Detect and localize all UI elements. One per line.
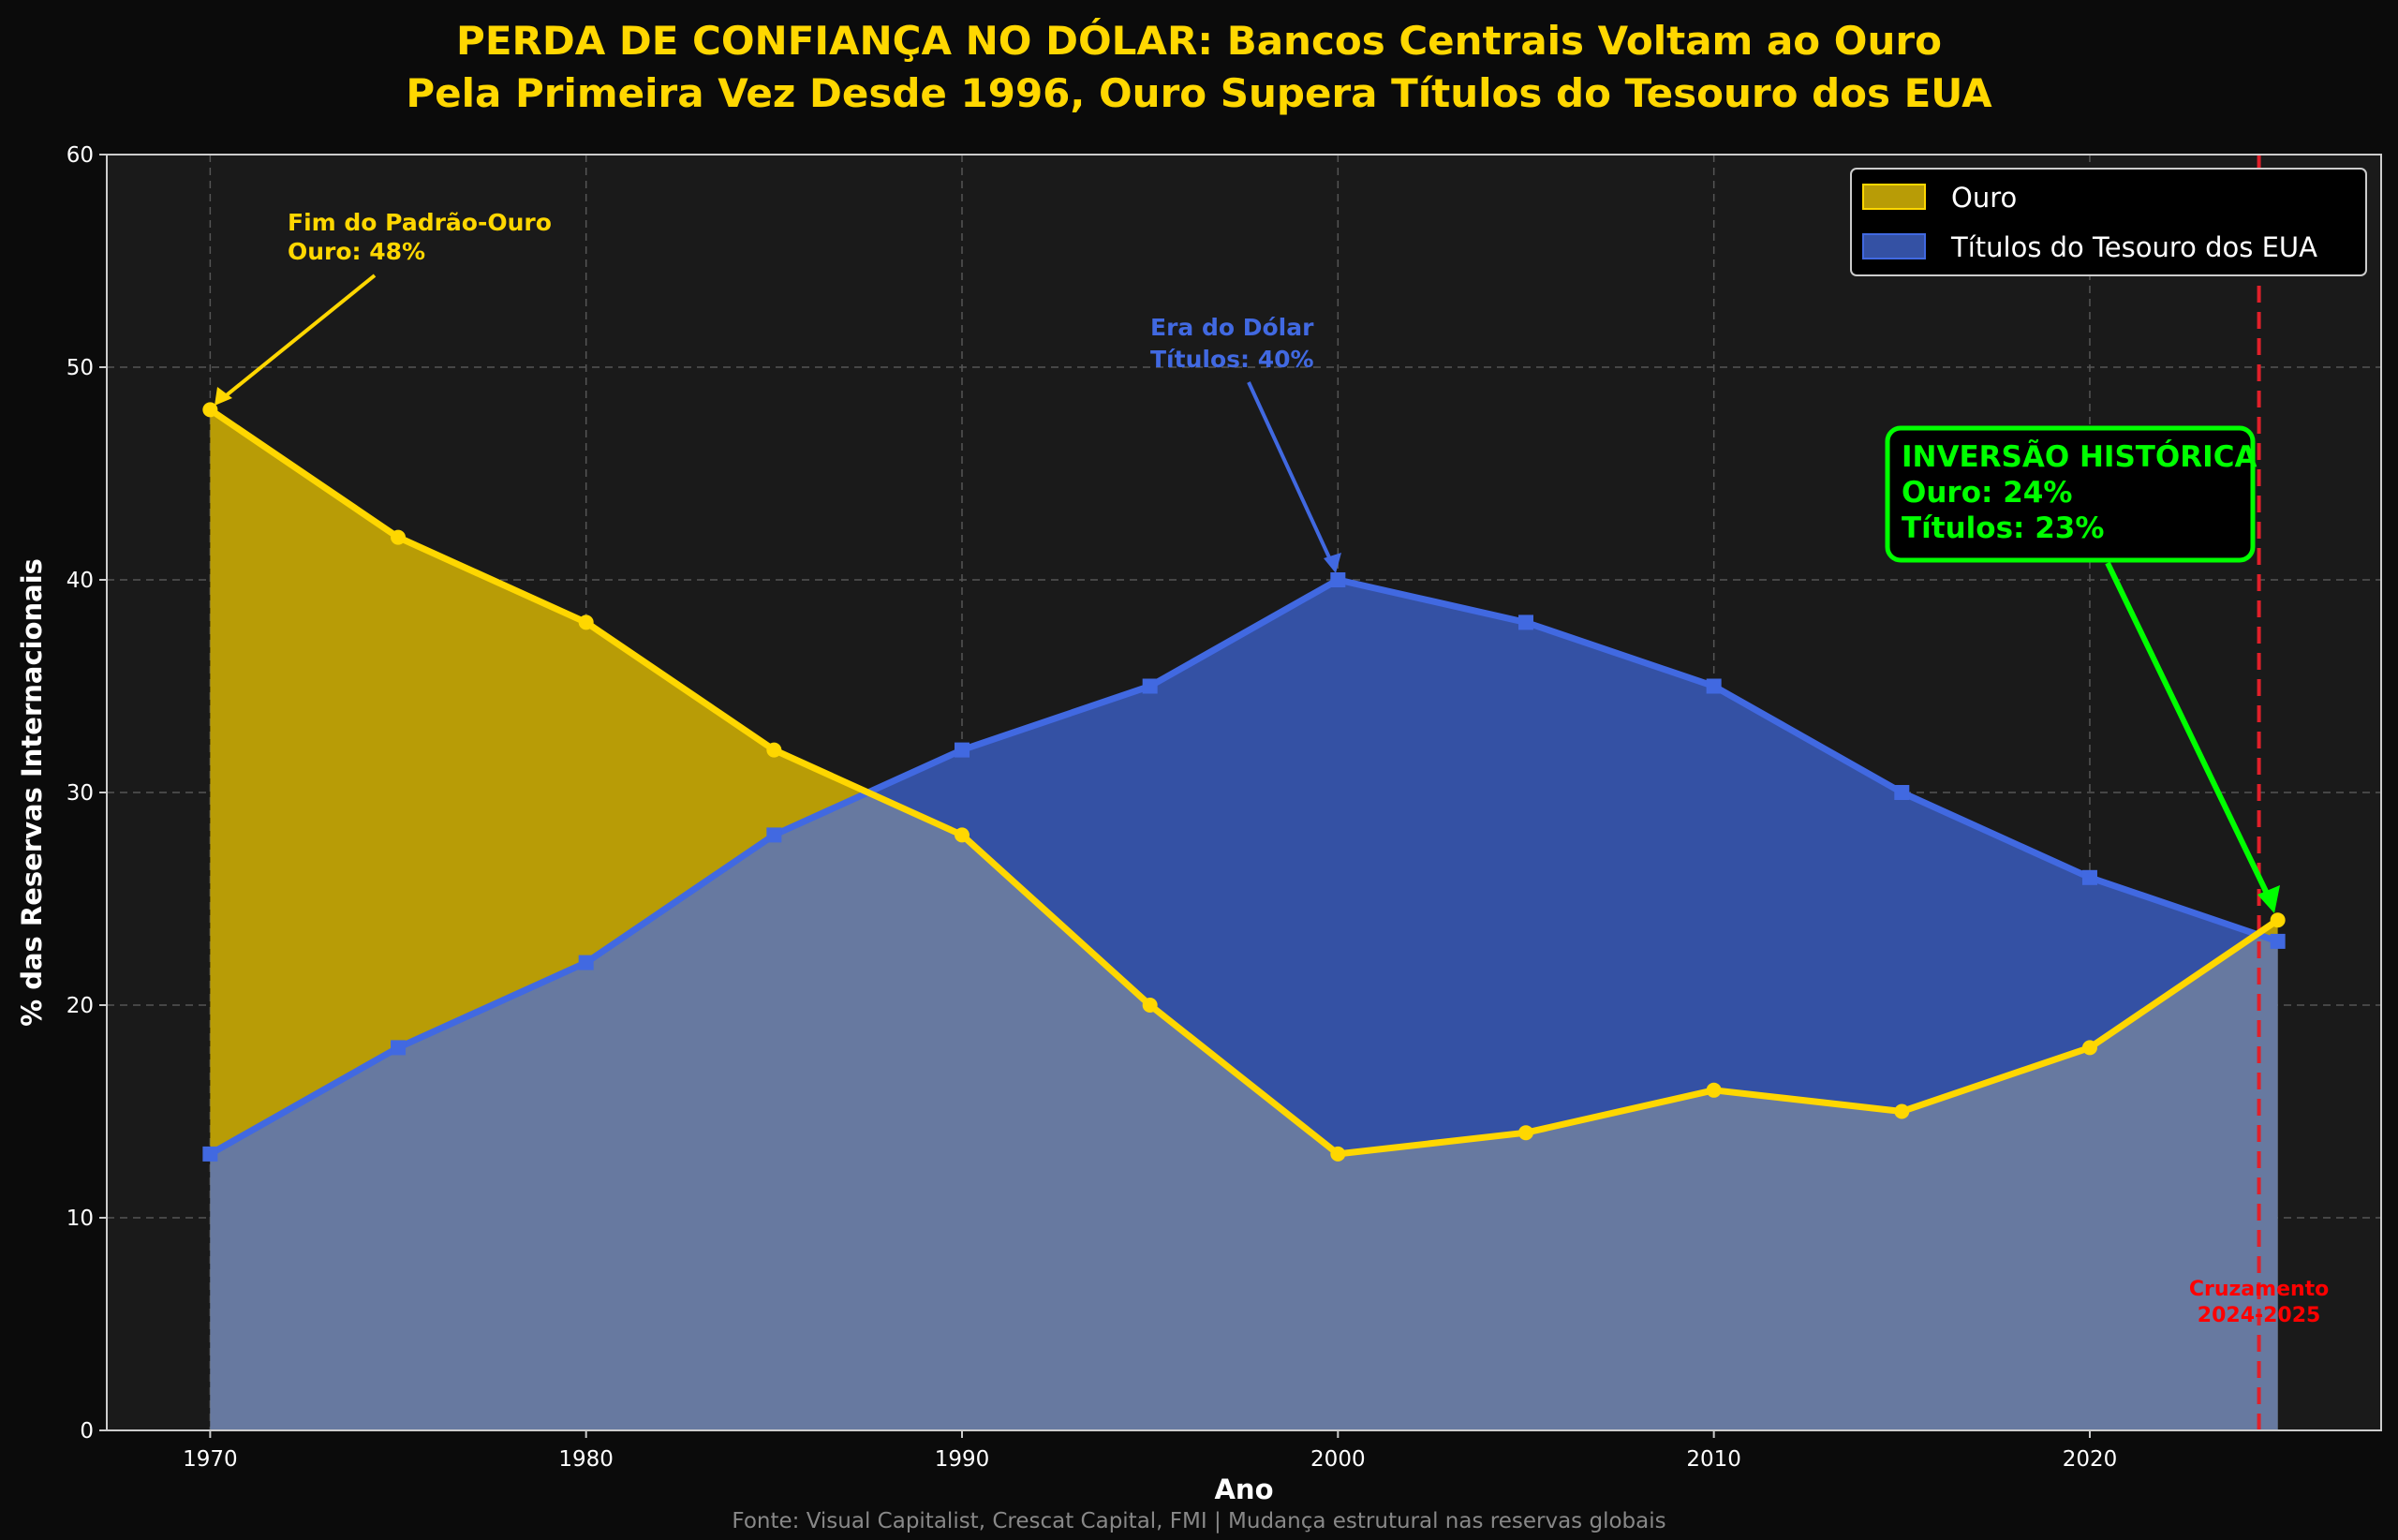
annotation-gold-standard: Fim do Padrão-Ouro Ouro: 48% [215,209,552,406]
data-point-titulos [1706,678,1722,694]
data-point-titulos [2081,869,2097,885]
y-tick-label: 40 [67,569,94,593]
annotation-dollar-era: Era do Dólar Títulos: 40% [1150,314,1341,573]
x-tick-label: 1980 [558,1447,614,1472]
series-line-titulos [208,576,2279,1157]
data-point-titulos [1330,572,1346,587]
y-tick-label: 60 [67,143,94,168]
legend-swatch-ouro [1862,184,1926,210]
crossover-label: Cruzamento [2189,1278,2329,1301]
legend: Ouro Títulos do Tesouro dos EUA [1850,168,2367,276]
data-point-titulos [1142,678,1158,694]
x-tick-label: 1990 [935,1447,990,1472]
y-tick-label: 0 [80,1419,94,1444]
data-point-ouro [1706,1082,1722,1098]
data-point-titulos [202,1146,218,1162]
annotation-historic-inversion: INVERSÃO HISTÓRICA Ouro: 24% Títulos: 23… [1885,425,2280,913]
data-point-titulos [955,742,970,758]
data-point-ouro [2270,912,2286,928]
y-tick-label: 50 [67,356,94,380]
data-point-ouro [2081,1040,2097,1056]
svg-text:Era do Dólar: Era do Dólar [1150,314,1314,341]
arrow-head-icon [2257,885,2280,913]
data-point-ouro [1517,1125,1533,1141]
axis-ticks: 1970 1980 1990 2000 2010 2020 0 10 20 30 40 50 60 [67,143,2118,1472]
area-overlap [210,792,2278,1430]
data-point-titulos [1517,615,1533,630]
series-lines [202,402,2286,1162]
data-point-ouro [578,615,594,630]
data-point-ouro [1894,1103,1910,1119]
series-line-ouro [208,407,2280,1158]
plot-frame [106,154,2382,1431]
svg-text:Ouro: 24%: Ouro: 24% [1902,476,2072,510]
data-point-titulos [391,1040,407,1056]
data-point-ouro [391,529,407,545]
x-axis-label: Ano [1214,1473,1273,1505]
data-point-ouro [955,827,970,843]
data-point-ouro [766,742,782,758]
svg-text:Títulos: 23%: Títulos: 23% [1902,511,2104,545]
legend-label-titulos: Títulos do Tesouro dos EUA [1950,231,2317,263]
y-tick-label: 30 [67,781,94,806]
data-point-ouro [1330,1146,1346,1162]
svg-text:Títulos: 40%: Títulos: 40% [1150,346,1314,373]
data-point-titulos [766,827,782,843]
svg-text:Ouro: 48%: Ouro: 48% [288,238,425,265]
x-tick-label: 2000 [1310,1447,1366,1472]
y-tick-label: 20 [67,994,94,1018]
legend-swatch-titulos [1862,233,1926,259]
data-point-titulos [578,955,594,970]
arrow-head-icon [215,387,232,406]
y-axis-label: % das Reservas Internacionais [16,558,48,1027]
data-point-titulos [1894,785,1910,800]
x-tick-label: 2020 [2063,1447,2118,1472]
data-point-ouro [202,402,218,418]
x-tick-label: 2010 [1686,1447,1741,1472]
footer-source: Fonte: Visual Capitalist, Crescat Capita… [732,1509,1665,1533]
chart-title-line2: Pela Primeira Vez Desde 1996, Ouro Super… [406,70,1992,116]
x-tick-label: 1970 [183,1447,238,1472]
arrow-head-icon [1324,553,1341,573]
crossover-label: 2024-2025 [2198,1304,2321,1327]
svg-text:Fim do Padrão-Ouro: Fim do Padrão-Ouro [288,209,552,236]
svg-text:INVERSÃO HISTÓRICA: INVERSÃO HISTÓRICA [1902,439,2257,474]
data-point-ouro [1142,998,1158,1013]
chart-title-line1: PERDA DE CONFIANÇA NO DÓLAR: Bancos Cent… [456,17,1942,64]
data-point-titulos [2270,933,2286,949]
area-fills: Cruzamento 2024-2025 [210,155,2329,1430]
y-tick-label: 10 [67,1207,94,1231]
legend-label-ouro: Ouro [1951,182,2017,214]
